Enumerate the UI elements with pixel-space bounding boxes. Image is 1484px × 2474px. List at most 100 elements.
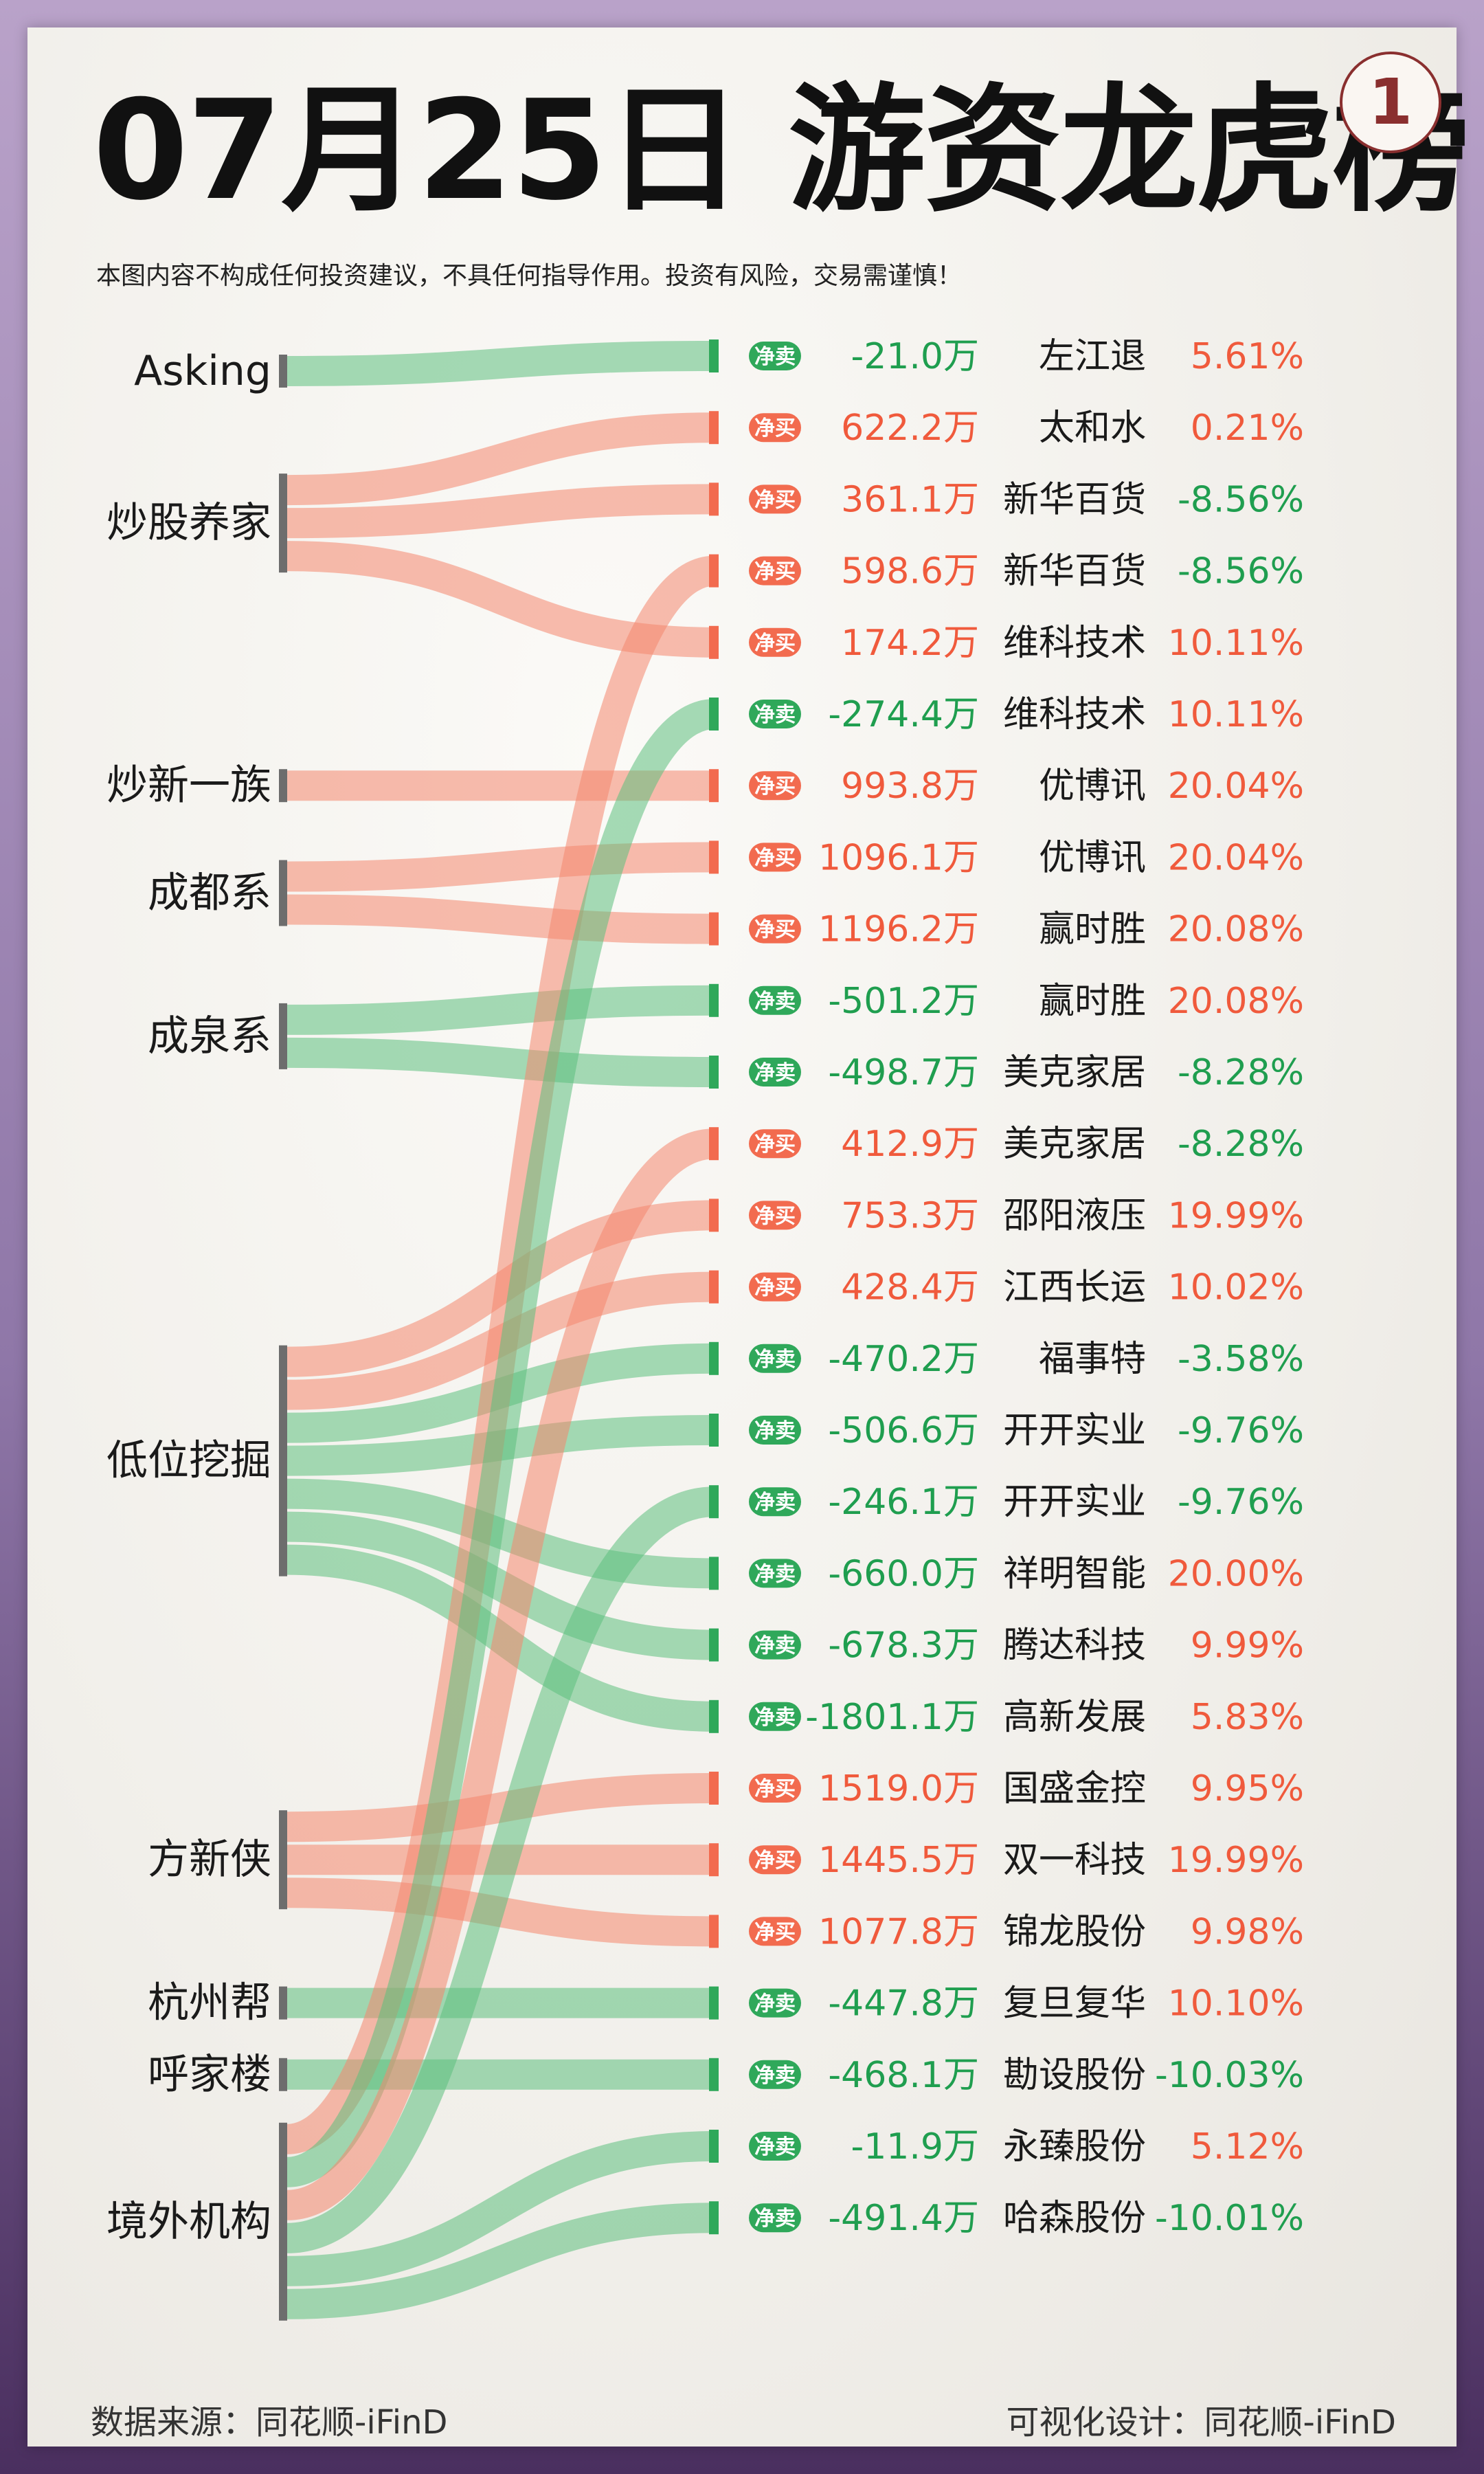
trade-type-pill <box>749 484 801 514</box>
target-node-bar <box>709 769 719 803</box>
source-label: 炒新一族 <box>106 761 271 810</box>
target-node-bar <box>709 482 719 516</box>
trade-type-label: 净卖 <box>754 703 796 727</box>
trade-type-label: 净买 <box>754 1920 796 1944</box>
flow-band <box>286 412 715 506</box>
target-node-bar <box>709 1414 719 1447</box>
amount-label: -498.7万 <box>828 1052 979 1093</box>
flow-band <box>286 1773 715 1842</box>
target-node-bar <box>709 1199 719 1232</box>
flow-band <box>286 341 715 386</box>
stock-name-label: 赢时胜 <box>1039 981 1146 1022</box>
target-node-bar <box>709 1986 719 2020</box>
trade-type-label: 净买 <box>754 1133 796 1157</box>
trade-type-label: 净买 <box>754 1204 796 1228</box>
stock-name-label: 开开实业 <box>1003 1410 1146 1451</box>
trade-type-label: 净买 <box>754 416 796 441</box>
trade-type-label: 净卖 <box>754 1706 796 1730</box>
source-label: 杭州帮 <box>148 1979 271 2027</box>
amount-label: -678.3万 <box>828 1625 979 1667</box>
trade-type-pill <box>749 771 801 801</box>
pct-change-label: -8.28% <box>1178 1124 1304 1165</box>
pct-change-label: 20.04% <box>1168 766 1304 807</box>
node-layer <box>279 339 801 2321</box>
target-node-bar <box>709 554 719 588</box>
flow-band <box>286 484 715 539</box>
flow-band <box>286 842 715 892</box>
target-node-bar <box>709 1341 719 1375</box>
pct-change-label: 19.99% <box>1168 1195 1304 1236</box>
trade-type-pill <box>749 413 801 443</box>
stock-name-label: 新华百货 <box>1003 479 1146 520</box>
target-node-bar <box>709 1127 719 1161</box>
flow-band <box>286 1128 716 2220</box>
pct-change-label: -10.03% <box>1155 2055 1304 2096</box>
amount-label: 428.4万 <box>841 1267 979 1308</box>
pct-change-label: 10.11% <box>1168 694 1304 735</box>
amount-label: -447.8万 <box>828 1983 979 2025</box>
trade-type-pill <box>749 700 801 728</box>
amount-label: 1077.8万 <box>818 1911 979 1952</box>
stock-name-label: 祥明智能 <box>1003 1553 1146 1594</box>
trade-type-pill <box>749 914 801 944</box>
target-node-bar <box>709 983 719 1017</box>
stock-name-label: 邵阳液压 <box>1003 1195 1146 1236</box>
target-node-bar <box>709 1772 719 1805</box>
disclaimer-text: 本图内容不构成任何投资建议，不具任何指导作用。投资有风险，交易需谨慎！ <box>96 262 963 290</box>
pct-change-label: -8.56% <box>1178 479 1304 520</box>
target-node-bar <box>709 1915 719 1948</box>
stock-name-label: 优博讯 <box>1039 766 1146 807</box>
pct-change-label: -8.28% <box>1178 1052 1304 1093</box>
pct-change-label: 20.00% <box>1168 1553 1304 1594</box>
trade-type-pill <box>749 556 801 586</box>
source-label: 境外机构 <box>106 2198 271 2246</box>
trade-type-label: 净卖 <box>754 1061 796 1085</box>
amount-label: -1801.1万 <box>805 1697 979 1738</box>
amount-label: 174.2万 <box>841 623 979 664</box>
trade-type-label: 净买 <box>754 774 796 799</box>
paper-background <box>27 27 1457 2447</box>
trade-type-pill <box>749 1272 801 1302</box>
amount-label: 361.1万 <box>841 479 979 520</box>
trade-type-label: 净卖 <box>754 2064 796 2088</box>
trade-type-label: 净卖 <box>754 1992 796 2016</box>
amount-label: 753.3万 <box>841 1195 979 1236</box>
stock-name-label: 美克家居 <box>1003 1052 1146 1093</box>
page-number-badge: 1 <box>1340 52 1441 153</box>
trade-type-pill <box>749 1917 801 1946</box>
amount-label: -501.2万 <box>828 981 979 1022</box>
flow-band <box>286 2203 715 2319</box>
stock-name-label: 双一科技 <box>1003 1840 1146 1881</box>
flow-band <box>286 2131 715 2286</box>
target-node-bar <box>709 411 719 445</box>
source-label: 呼家楼 <box>148 2051 271 2099</box>
source-node-bar <box>279 2122 287 2321</box>
trade-type-label: 净卖 <box>754 1348 796 1372</box>
trade-type-label: 净卖 <box>754 1634 796 1658</box>
stock-name-label: 复旦复华 <box>1003 1983 1146 2025</box>
page-title: 07月25日 游资龙虎榜 <box>93 71 1470 231</box>
amount-label: -246.1万 <box>828 1482 979 1523</box>
trade-type-pill <box>749 1630 801 1660</box>
trade-type-pill <box>749 1416 801 1445</box>
trade-type-label: 净买 <box>754 632 796 656</box>
stock-name-label: 新华百货 <box>1003 551 1146 592</box>
trade-type-pill <box>749 2132 801 2161</box>
stock-name-label: 开开实业 <box>1003 1482 1146 1523</box>
source-node-bar <box>279 1986 287 2020</box>
source-node-bar <box>279 473 287 573</box>
source-node-bar <box>279 1345 287 1576</box>
stock-name-label: 太和水 <box>1039 408 1146 449</box>
amount-label: -470.2万 <box>828 1339 979 1380</box>
trade-type-label: 净卖 <box>754 1491 796 1515</box>
stock-name-label: 哈森股份 <box>1003 2198 1146 2239</box>
trade-type-pill <box>749 843 801 872</box>
target-node-bar <box>709 2130 719 2163</box>
trade-type-label: 净卖 <box>754 1419 796 1443</box>
trade-type-pill <box>749 1058 801 1086</box>
flow-band <box>286 894 715 944</box>
target-node-bar <box>709 1056 719 1089</box>
amount-label: -21.0万 <box>851 336 979 377</box>
